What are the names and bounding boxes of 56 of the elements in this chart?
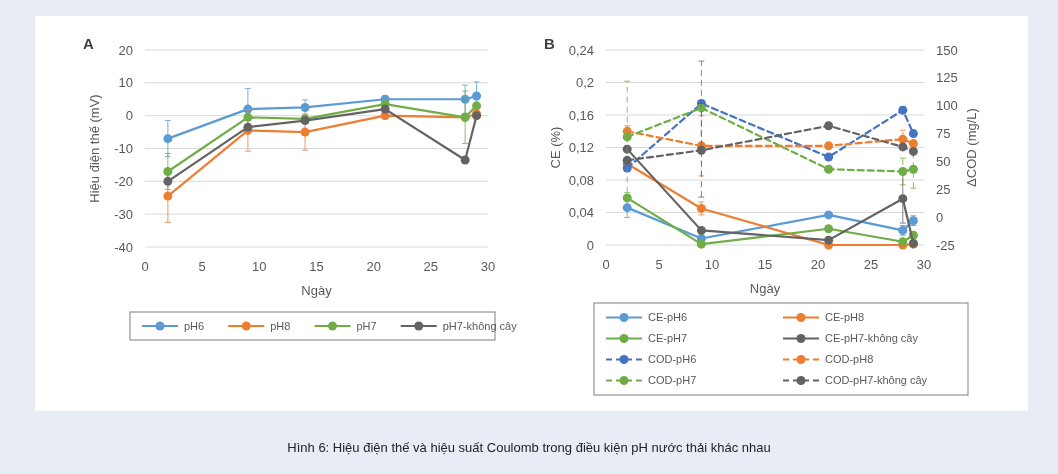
y-tick-label: -30 (114, 206, 133, 222)
y2-tick-label: 150 (936, 42, 958, 58)
legend-label: pH6 (184, 319, 205, 332)
y2-tick-label: 100 (936, 98, 958, 114)
x-tick-label: 0 (141, 259, 149, 274)
y-tick-label: 0,12 (568, 140, 594, 156)
x-tick-label: 30 (916, 257, 932, 272)
x-tick-label: 30 (480, 259, 496, 274)
y2-tick-label: 50 (936, 153, 951, 169)
legend-label: COD-pH8 (825, 353, 874, 366)
y-axis-title: CE (%) (548, 126, 563, 169)
y-tick-label: 0 (125, 108, 133, 124)
y2-tick-label: 25 (936, 181, 951, 197)
x-tick-label: 0 (602, 257, 610, 272)
y-tick-label: -20 (114, 173, 133, 189)
legend-label: COD-pH7 (648, 374, 697, 387)
text: Hình 6: Hiệu điện thế và hiệu suất Coulomb trong điều kiện pH nước thải khác nhau (287, 440, 771, 455)
y-axis-title: Hiệu điện thế (mV) (87, 94, 102, 203)
y-tick-label: 20 (118, 42, 133, 58)
y2-tick-label: 125 (936, 70, 958, 86)
x-tick-label: 15 (309, 259, 324, 274)
x-tick-label: 10 (252, 259, 267, 274)
legend-label: CE-pH7-không cây (825, 332, 919, 345)
y-tick-label: 0,04 (568, 205, 594, 221)
y-tick-label: 0 (586, 237, 594, 253)
chart-title: B (544, 35, 555, 52)
y2-tick-label: -25 (936, 237, 955, 253)
y-tick-label: 0,16 (568, 107, 594, 123)
legend-label: pH8 (270, 319, 291, 332)
legend-label: COD-pH6 (648, 353, 697, 366)
x-tick-label: 20 (810, 257, 826, 272)
x-axis-title: Ngày (301, 283, 333, 298)
y2-tick-label: 0 (936, 209, 944, 225)
x-axis-title: Ngày (749, 281, 781, 296)
y-tick-label: 0,2 (575, 75, 594, 91)
legend-label: CE-pH7 (648, 332, 688, 345)
y-tick-label: -40 (114, 239, 133, 255)
y2-axis-title: ΔCOD (mg/L) (964, 108, 979, 187)
x-tick-label: 15 (757, 257, 773, 272)
x-tick-label: 10 (704, 257, 720, 272)
x-tick-label: 25 (423, 259, 439, 274)
legend-label: COD-pH7-không cây (825, 374, 928, 387)
y-tick-label: -10 (114, 141, 133, 157)
y-tick-label: 0,08 (568, 172, 594, 188)
legend-label: CE-pH6 (648, 311, 688, 324)
legend-label: CE-pH8 (825, 311, 865, 324)
x-tick-label: 5 (198, 259, 206, 274)
x-tick-label: 5 (655, 257, 663, 272)
x-tick-label: 25 (863, 257, 879, 272)
legend-label: pH7 (356, 319, 377, 332)
y-tick-label: 0,24 (568, 42, 594, 58)
legend-label: pH7-không cây (442, 319, 518, 332)
y-tick-label: 10 (118, 75, 133, 91)
y2-tick-label: 75 (936, 126, 951, 142)
chart-title: A (83, 35, 94, 52)
x-tick-label: 20 (366, 259, 381, 274)
